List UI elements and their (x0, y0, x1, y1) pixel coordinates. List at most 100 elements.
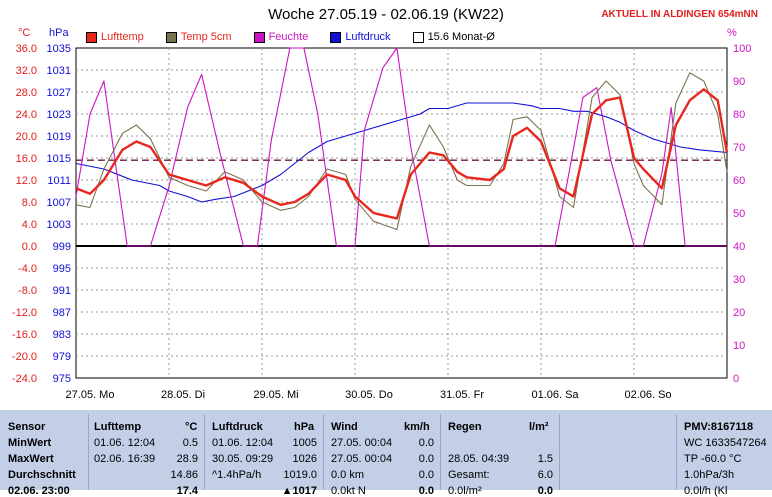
temperature-tick-label: 24.0 (16, 109, 37, 121)
temperature-tick-label: -12.0 (12, 307, 37, 319)
legend-item-feuchte: Feuchte (253, 31, 309, 43)
pressure-tick-label: 1003 (47, 219, 71, 231)
humidity-tick-label: 70 (733, 142, 745, 154)
wind-min-value: 0.0 (418, 437, 434, 449)
wind-distance: 0.0 km (331, 469, 365, 481)
lufttemp-unit: °C (185, 421, 198, 433)
day-tick-label: 01.06. Sa (531, 389, 579, 401)
pressure-tick-label: 975 (53, 373, 71, 385)
luftdruck-min-date: 01.06. 12:04 (212, 437, 274, 449)
day-tick-label: 28.05. Di (161, 389, 205, 401)
humidity-tick-label: 10 (733, 340, 745, 352)
series-temp-5cm (75, 72, 728, 231)
humidity-tick-label: 80 (733, 109, 745, 121)
lufttemp-current-value: 17.4 (176, 485, 198, 497)
legend-swatch (253, 31, 265, 43)
temperature-tick-label: 32.0 (16, 65, 37, 77)
pressure-tick-label: 1007 (47, 197, 71, 209)
day-tick-label: 02.06. So (624, 389, 671, 401)
divider (440, 414, 441, 490)
legend-label: 15.6 Monat-Ø (427, 31, 495, 43)
legend-item-temp5cm: Temp 5cm (165, 31, 232, 43)
humidity-tick-label: 100 (733, 43, 751, 55)
pressure-tick-label: 1027 (47, 87, 71, 99)
series-luftdruck (75, 102, 728, 203)
temperature-tick-label: 36.0 (16, 43, 37, 55)
regen-max-value: 1.5 (537, 453, 553, 465)
pmv-head: PMV:8167118 (684, 421, 754, 433)
regen-current-value: 0.0 (537, 485, 553, 497)
pressure-tick-label: 983 (53, 329, 71, 341)
stats-avg-label: Durchschnitt (8, 469, 76, 481)
temperature-tick-label: -4.0 (18, 263, 37, 275)
legend-label: Feuchte (268, 31, 309, 43)
stats-max-label: MaxWert (8, 453, 54, 465)
day-tick-labels: 27.05. Mo 28.05. Di 29.05. Mi 30.05. Do 31.0… (66, 389, 672, 401)
celsius-unit-label: °C (18, 27, 31, 39)
lufttemp-min-date: 01.06. 12:04 (94, 437, 156, 449)
humidity-tick-label: 0 (733, 373, 739, 385)
legend-swatch (86, 31, 97, 43)
pressure-tick-label: 979 (53, 351, 71, 363)
pressure-tick-label: 1023 (47, 109, 71, 121)
lufttemp-max-date: 02.06. 16:39 (94, 453, 156, 465)
day-tick-label: 31.05. Fr (440, 389, 484, 401)
regen-head: Regen (448, 421, 482, 433)
wind-max-value: 0.0 (418, 453, 434, 465)
luftdruck-current-value: ▲1017 (281, 485, 317, 497)
pmv-line-2: TP -60.0 °C (684, 453, 742, 465)
regen-total-label: Gesamt: (448, 469, 490, 481)
pressure-tick-labels: 1035 1031 1027 1023 1019 1015 1011 1007 1003 999 9… (47, 43, 71, 385)
temperature-tick-label: 12.0 (16, 175, 37, 187)
percent-unit-label: % (727, 27, 737, 39)
chart-area: 36.0 32.0 28.0 24.0 20.0 16.0 12.0 8.0 4.0 0.0 -4.… (12, 43, 751, 401)
pmv-line-3: 1.0hPa/3h (684, 469, 735, 481)
legend-swatch (165, 31, 177, 43)
day-tick-label: 27.05. Mo (66, 389, 115, 401)
lufttemp-min-value: 0.5 (182, 437, 198, 449)
regen-unit: l/m² (529, 421, 549, 433)
temperature-tick-label: 28.0 (16, 87, 37, 99)
divider (204, 414, 205, 490)
luftdruck-min-value: 1005 (292, 437, 317, 449)
pressure-tick-label: 1031 (47, 65, 71, 77)
pressure-tick-label: 1011 (47, 175, 71, 187)
temperature-tick-label: 0.0 (22, 241, 37, 253)
humidity-tick-label: 50 (733, 208, 745, 220)
temperature-tick-label: 8.0 (22, 197, 37, 209)
legend-item-monthly-average: 15.6 Monat-Ø (412, 31, 495, 43)
temperature-tick-label: -20.0 (12, 351, 37, 363)
humidity-tick-label: 40 (733, 241, 745, 253)
legend-swatch (330, 31, 342, 43)
temperature-tick-label: 20.0 (16, 131, 37, 143)
plot-frame (75, 47, 728, 379)
luftdruck-max-date: 30.05. 09:29 (212, 453, 274, 465)
temperature-tick-label: 4.0 (22, 219, 37, 231)
legend-label: Lufttemp (101, 31, 144, 43)
series-lufttemp (75, 88, 729, 220)
temperature-tick-label: -16.0 (12, 329, 37, 341)
stats-sensor-label: Sensor (8, 421, 46, 433)
legend-label: Temp 5cm (180, 31, 232, 43)
legend-swatch (412, 31, 424, 43)
chart-title: Woche 27.05.19 - 02.06.19 (KW22) (268, 6, 504, 23)
day-tick-label: 29.05. Mi (253, 389, 298, 401)
pressure-tick-label: 987 (53, 307, 71, 319)
pmv-line-1: WC 1633547264 (684, 437, 767, 449)
humidity-tick-label: 20 (733, 307, 745, 319)
regen-current: 0.0l/m² (448, 485, 482, 497)
pressure-tick-label: 991 (53, 285, 71, 297)
wind-unit: km/h (404, 421, 430, 433)
series-layer (75, 47, 729, 247)
pressure-tick-label: 1019 (47, 131, 71, 143)
lufttemp-max-value: 28.9 (176, 453, 198, 465)
divider (88, 414, 89, 490)
temperature-tick-label: -8.0 (18, 285, 37, 297)
stats-min-label: MinWert (8, 437, 52, 449)
hpa-unit-label: hPa (49, 27, 69, 39)
lufttemp-head: Lufttemp (94, 421, 142, 433)
legend-label: Luftdruck (345, 31, 391, 43)
station-status: AKTUELL IN ALDINGEN 654mNN (601, 9, 758, 20)
wind-max-date: 27.05. 00:04 (331, 453, 393, 465)
